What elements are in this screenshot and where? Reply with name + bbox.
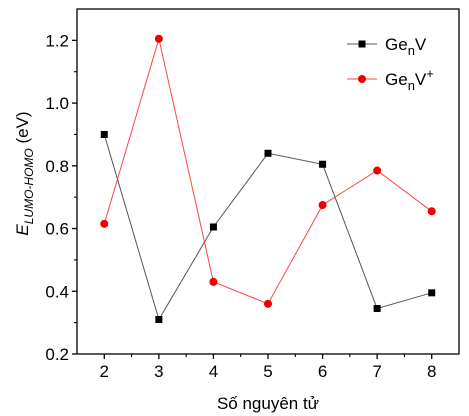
x-tick-label: 2: [100, 362, 109, 381]
y-axis-title: ELUMO-HOMO (eV): [13, 111, 36, 235]
y-tick-label: 0.4: [45, 282, 69, 301]
y-tick-label: 0.8: [45, 157, 69, 176]
series-line: [103, 134, 432, 321]
y-tick-label: 0.2: [45, 345, 69, 364]
y-tick-label: 1.2: [45, 31, 69, 50]
data-point: [264, 299, 272, 308]
x-tick-label: 6: [318, 362, 327, 381]
series-1: [100, 130, 436, 323]
x-axis-title: Số nguyên tử: [217, 394, 319, 413]
legend-label: GenV: [385, 35, 427, 58]
series-2: [100, 34, 436, 308]
series-layer: [100, 34, 436, 323]
data-point: [373, 166, 382, 175]
data-point: [154, 34, 163, 43]
data-point: [155, 316, 163, 323]
series-line: [103, 36, 432, 305]
x-tick-label: 8: [427, 362, 436, 381]
axis-labels: Số nguyên tử ELUMO-HOMO (eV): [13, 111, 319, 413]
legend: GenV GenV+: [347, 35, 434, 93]
axes: 2 3 4 5 6 7 8 0.2 0.4 0.6 0.8 1.0 1.2: [45, 8, 460, 381]
legend-marker: [358, 40, 366, 48]
y-tick-label: 1.0: [45, 94, 69, 113]
legend-entry-1: GenV: [347, 35, 427, 58]
data-point: [100, 130, 108, 138]
x-tick-label: 4: [209, 362, 218, 381]
x-tick-label: 5: [263, 362, 272, 381]
data-point: [209, 277, 218, 286]
legend-entry-2: GenV+: [347, 66, 434, 93]
data-point: [264, 149, 272, 157]
data-point: [428, 289, 436, 297]
data-point: [318, 201, 327, 210]
x-tick-label: 3: [154, 362, 163, 381]
legend-label: GenV+: [385, 66, 434, 93]
legend-marker: [358, 75, 366, 83]
y-tick-label: 0.6: [45, 220, 69, 239]
data-point: [319, 160, 327, 168]
data-point: [427, 207, 436, 216]
x-tick-label: 7: [372, 362, 381, 381]
data-point: [100, 219, 109, 228]
data-point: [373, 305, 381, 313]
data-point: [209, 223, 217, 231]
